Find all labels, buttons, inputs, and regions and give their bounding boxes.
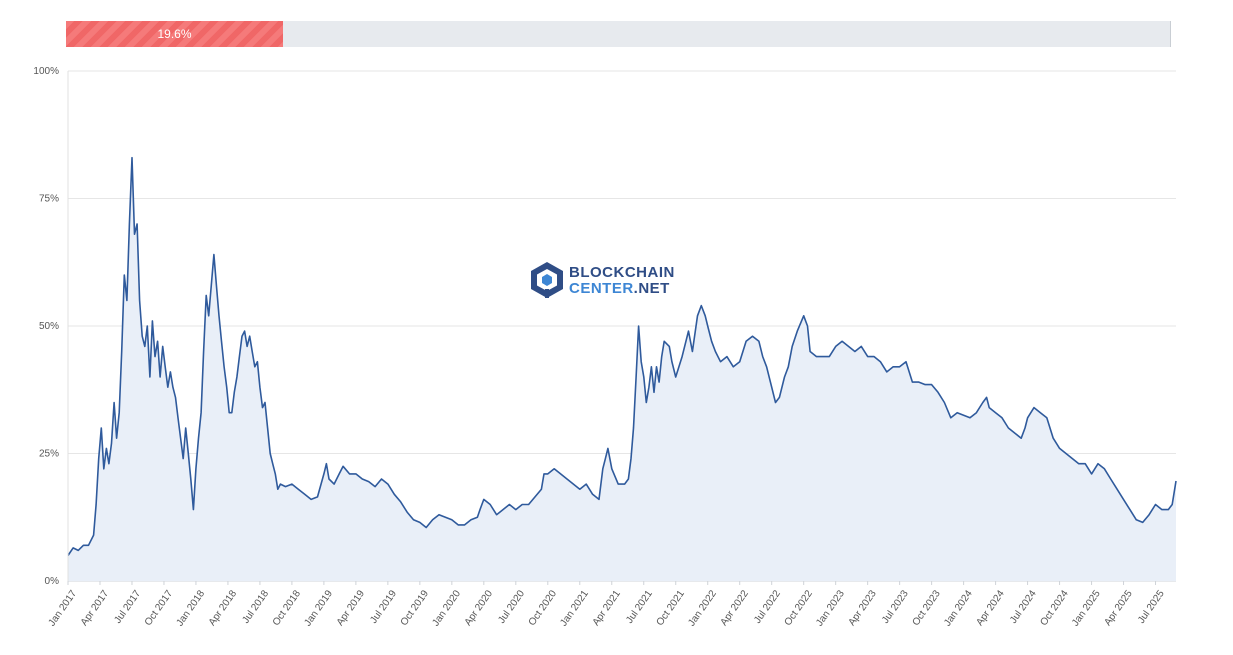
x-tick-label: Oct 2024 (1038, 588, 1071, 628)
x-tick-label: Jan 2025 (1070, 588, 1103, 628)
y-tick-label: 25% (39, 449, 59, 460)
progress-label: 19.6% (157, 27, 192, 41)
y-tick-label: 75% (39, 194, 59, 205)
x-tick-label: Oct 2017 (143, 588, 176, 628)
logo-line2: CENTER.NET (569, 280, 670, 297)
x-tick-label: Jul 2017 (112, 588, 143, 626)
series-line (67, 156, 1177, 556)
x-tick-label: Oct 2023 (911, 588, 944, 628)
logo-line1: BLOCKCHAIN (569, 264, 675, 281)
x-tick-label: Oct 2019 (399, 588, 432, 628)
y-tick-label: 0% (45, 576, 60, 587)
x-tick-label: Apr 2023 (847, 588, 880, 628)
x-tick-label: Jan 2023 (814, 588, 847, 628)
x-tick-label: Jul 2021 (624, 588, 655, 626)
progress-fill (66, 21, 283, 47)
x-tick-label: Apr 2018 (207, 588, 240, 628)
y-tick-label: 100% (33, 66, 59, 77)
progress-track: 19.6% (66, 21, 1171, 47)
x-tick-label: Jan 2017 (47, 588, 80, 628)
y-tick-label: 50% (39, 321, 59, 332)
x-tick-label: Jan 2021 (558, 588, 591, 628)
logo-mark-icon (531, 262, 563, 298)
x-tick-label: Jan 2019 (302, 588, 335, 628)
x-tick-label: Apr 2024 (974, 588, 1007, 628)
x-tick-label: Jul 2024 (1008, 588, 1039, 626)
x-tick-label: Apr 2025 (1102, 588, 1135, 628)
x-tick-label: Oct 2022 (783, 588, 816, 628)
x-tick-label: Jan 2022 (686, 588, 719, 628)
x-tick-label: Oct 2018 (271, 588, 304, 628)
logo-line2-net: .NET (634, 280, 670, 297)
x-tick-label: Jul 2020 (496, 588, 527, 626)
x-tick-label: Apr 2017 (79, 588, 112, 628)
x-tick-label: Jul 2018 (240, 588, 271, 626)
x-tick-label: Jan 2020 (430, 588, 463, 628)
x-tick-label: Jul 2025 (1136, 588, 1167, 626)
blockchaincenter-logo: BLOCKCHAIN CENTER.NET (531, 262, 675, 298)
x-tick-label: Jul 2023 (880, 588, 911, 626)
x-tick-label: Apr 2021 (591, 588, 624, 628)
x-tick-label: Jul 2019 (368, 588, 399, 626)
x-tick-label: Apr 2020 (463, 588, 496, 628)
x-tick-label: Apr 2019 (335, 588, 368, 628)
x-tick-label: Jul 2022 (752, 588, 783, 626)
chart-area (68, 157, 1176, 581)
x-tick-label: Oct 2020 (527, 588, 560, 628)
x-tick-label: Jan 2024 (942, 588, 975, 628)
x-tick-label: Jan 2018 (175, 588, 208, 628)
x-tick-label: Oct 2021 (655, 588, 688, 628)
logo-line2-center: CENTER (569, 280, 634, 297)
x-tick-label: Apr 2022 (719, 588, 752, 628)
